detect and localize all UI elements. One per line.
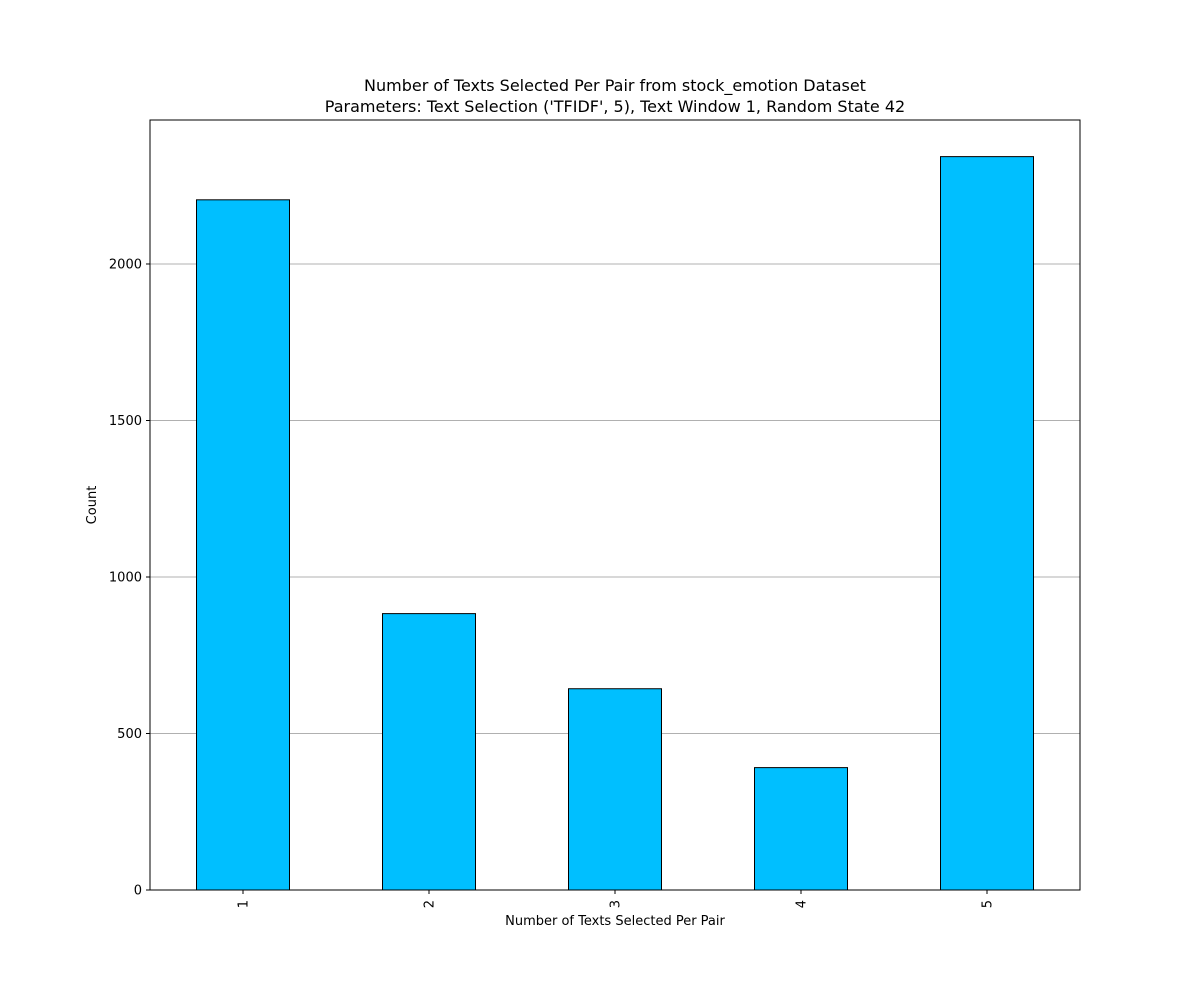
bar-4 xyxy=(754,767,848,891)
x-axis-ticks: 1 2 3 4 5 xyxy=(237,890,996,908)
x-axis-label: Number of Texts Selected Per Pair xyxy=(505,914,725,929)
y-tick-label: 0 xyxy=(134,884,142,899)
x-tick-label: 1 xyxy=(237,900,252,908)
bar-1 xyxy=(196,199,290,891)
x-tick-label: 2 xyxy=(423,900,438,908)
bars xyxy=(196,156,1034,891)
bar-5 xyxy=(940,156,1034,891)
y-tick-label: 1000 xyxy=(109,570,142,585)
x-tick-label: 3 xyxy=(609,900,624,908)
y-axis-ticks: 0 500 1000 1500 2000 xyxy=(109,257,150,899)
y-axis-label: Count xyxy=(85,486,100,525)
y-tick-label: 2000 xyxy=(109,257,142,272)
bar-2 xyxy=(382,613,476,891)
x-tick-label: 4 xyxy=(795,900,810,908)
x-tick-label: 5 xyxy=(981,900,996,908)
bar-3 xyxy=(568,688,662,891)
chart-title: Number of Texts Selected Per Pair from s… xyxy=(364,76,866,96)
y-tick-label: 500 xyxy=(117,727,142,742)
chart-subtitle: Parameters: Text Selection ('TFIDF', 5),… xyxy=(325,97,905,116)
y-tick-label: 1500 xyxy=(109,414,142,429)
